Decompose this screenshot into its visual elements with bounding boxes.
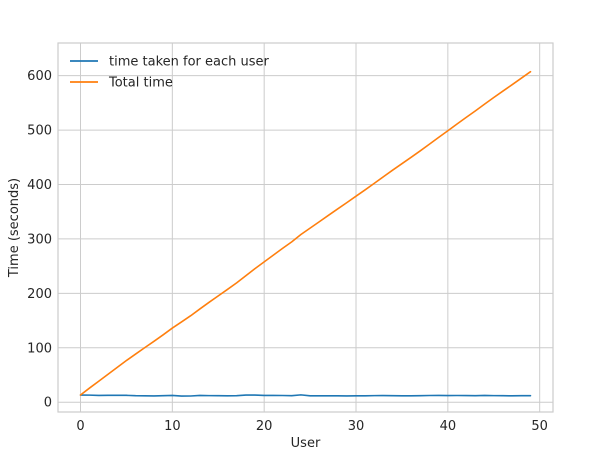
x-tick-label: 20 bbox=[256, 419, 273, 434]
x-axis-label: User bbox=[291, 436, 321, 451]
legend-label-total-time: Total time bbox=[108, 76, 173, 91]
y-tick-label: 500 bbox=[27, 124, 52, 139]
x-tick-label: 0 bbox=[76, 419, 84, 434]
y-tick-label: 400 bbox=[27, 178, 52, 193]
y-axis-ticks: 0 100 200 300 400 500 600 bbox=[27, 69, 52, 411]
legend: time taken for each user Total time bbox=[70, 55, 270, 91]
x-tick-label: 40 bbox=[440, 419, 457, 434]
y-tick-label: 200 bbox=[27, 287, 52, 302]
series-line-0 bbox=[79, 394, 532, 397]
series-line-1 bbox=[79, 70, 532, 396]
y-tick-label: 100 bbox=[27, 341, 52, 356]
y-axis-label: Time (seconds) bbox=[7, 178, 22, 278]
y-tick-label: 600 bbox=[27, 69, 52, 84]
legend-label-time-taken: time taken for each user bbox=[109, 55, 270, 70]
y-tick-label: 0 bbox=[44, 396, 52, 411]
x-tick-label: 30 bbox=[348, 419, 365, 434]
plot-frame bbox=[57, 42, 554, 413]
grid bbox=[58, 43, 553, 412]
x-axis-ticks: 0 10 20 30 40 50 bbox=[76, 419, 548, 434]
series-layer bbox=[79, 70, 532, 397]
x-tick-label: 10 bbox=[164, 419, 181, 434]
x-tick-label: 50 bbox=[531, 419, 548, 434]
y-tick-label: 300 bbox=[27, 232, 52, 247]
